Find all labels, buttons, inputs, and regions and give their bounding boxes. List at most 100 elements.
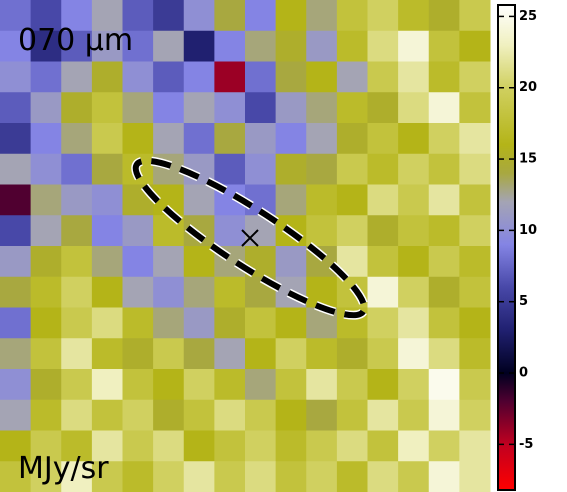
pixel bbox=[122, 92, 154, 124]
pixel bbox=[245, 30, 277, 62]
pixel bbox=[245, 61, 277, 93]
annotation bbox=[131, 156, 369, 320]
pixel bbox=[275, 399, 307, 431]
pixel bbox=[183, 399, 215, 431]
pixel bbox=[428, 61, 460, 93]
pixel bbox=[398, 30, 430, 62]
pixel bbox=[91, 246, 123, 278]
pixel bbox=[214, 307, 246, 339]
pixel bbox=[91, 461, 123, 492]
pixel bbox=[30, 276, 62, 308]
pixel bbox=[30, 153, 62, 185]
pixel bbox=[91, 0, 123, 32]
pixel bbox=[459, 338, 491, 370]
pixel bbox=[398, 461, 430, 492]
pixel bbox=[61, 215, 93, 247]
pixel bbox=[367, 0, 399, 32]
pixel bbox=[306, 184, 338, 216]
pixel bbox=[459, 276, 491, 308]
pixel bbox=[398, 369, 430, 401]
pixel bbox=[367, 30, 399, 62]
pixel bbox=[214, 153, 246, 185]
pixel bbox=[183, 30, 215, 62]
pixel bbox=[122, 369, 154, 401]
tick-label: 25 bbox=[519, 9, 537, 24]
pixel bbox=[30, 430, 62, 462]
pixel bbox=[91, 430, 123, 462]
pixel bbox=[428, 430, 460, 462]
pixel bbox=[398, 338, 430, 370]
pixel bbox=[30, 123, 62, 155]
pixel bbox=[459, 215, 491, 247]
pixel bbox=[0, 184, 32, 216]
pixel bbox=[245, 338, 277, 370]
pixel bbox=[428, 369, 460, 401]
pixel bbox=[367, 215, 399, 247]
pixel bbox=[336, 369, 368, 401]
pixel bbox=[61, 307, 93, 339]
pixel bbox=[275, 246, 307, 278]
pixel bbox=[459, 184, 491, 216]
pixel bbox=[61, 153, 93, 185]
pixel bbox=[275, 123, 307, 155]
pixel bbox=[306, 338, 338, 370]
pixel bbox=[61, 61, 93, 93]
pixel bbox=[336, 184, 368, 216]
pixel bbox=[91, 338, 123, 370]
pixel bbox=[61, 246, 93, 278]
pixel bbox=[30, 61, 62, 93]
pixel bbox=[306, 153, 338, 185]
pixel bbox=[122, 246, 154, 278]
pixel bbox=[428, 246, 460, 278]
pixel bbox=[30, 307, 62, 339]
pixel bbox=[459, 430, 491, 462]
tick-label: 20 bbox=[519, 80, 537, 95]
pixel bbox=[0, 92, 32, 124]
pixel bbox=[306, 123, 338, 155]
pixel bbox=[336, 30, 368, 62]
pixel bbox=[367, 461, 399, 492]
pixel bbox=[398, 184, 430, 216]
pixel bbox=[30, 0, 62, 32]
pixel bbox=[428, 0, 460, 32]
pixel bbox=[91, 369, 123, 401]
tick-label: 0 bbox=[519, 366, 528, 381]
pixel bbox=[367, 153, 399, 185]
pixel bbox=[306, 92, 338, 124]
pixel bbox=[367, 92, 399, 124]
pixel bbox=[91, 307, 123, 339]
pixel bbox=[122, 430, 154, 462]
pixel bbox=[428, 184, 460, 216]
pixel bbox=[275, 30, 307, 62]
pixel bbox=[398, 92, 430, 124]
pixel bbox=[0, 338, 32, 370]
pixel bbox=[336, 61, 368, 93]
colorbar-axis: -5 0 5 10 15 20 25 bbox=[498, 9, 537, 452]
pixel bbox=[61, 430, 93, 462]
pixel bbox=[275, 153, 307, 185]
pixel bbox=[61, 30, 93, 62]
pixel bbox=[336, 153, 368, 185]
pixel bbox=[183, 369, 215, 401]
pixel bbox=[122, 215, 154, 247]
tick-label: 10 bbox=[519, 223, 537, 238]
pixel bbox=[30, 215, 62, 247]
pixel bbox=[428, 123, 460, 155]
pixel bbox=[428, 215, 460, 247]
pixel bbox=[0, 430, 32, 462]
pixel bbox=[61, 276, 93, 308]
pixel bbox=[336, 399, 368, 431]
pixel bbox=[245, 0, 277, 32]
pixel bbox=[245, 92, 277, 124]
pixel bbox=[428, 307, 460, 339]
pixel bbox=[91, 215, 123, 247]
pixel bbox=[0, 246, 32, 278]
pixel bbox=[428, 153, 460, 185]
pixel bbox=[214, 369, 246, 401]
pixel bbox=[122, 399, 154, 431]
pixel bbox=[459, 61, 491, 93]
pixel bbox=[428, 461, 460, 492]
pixel bbox=[0, 276, 32, 308]
pixel bbox=[336, 0, 368, 32]
pixel bbox=[0, 399, 32, 431]
